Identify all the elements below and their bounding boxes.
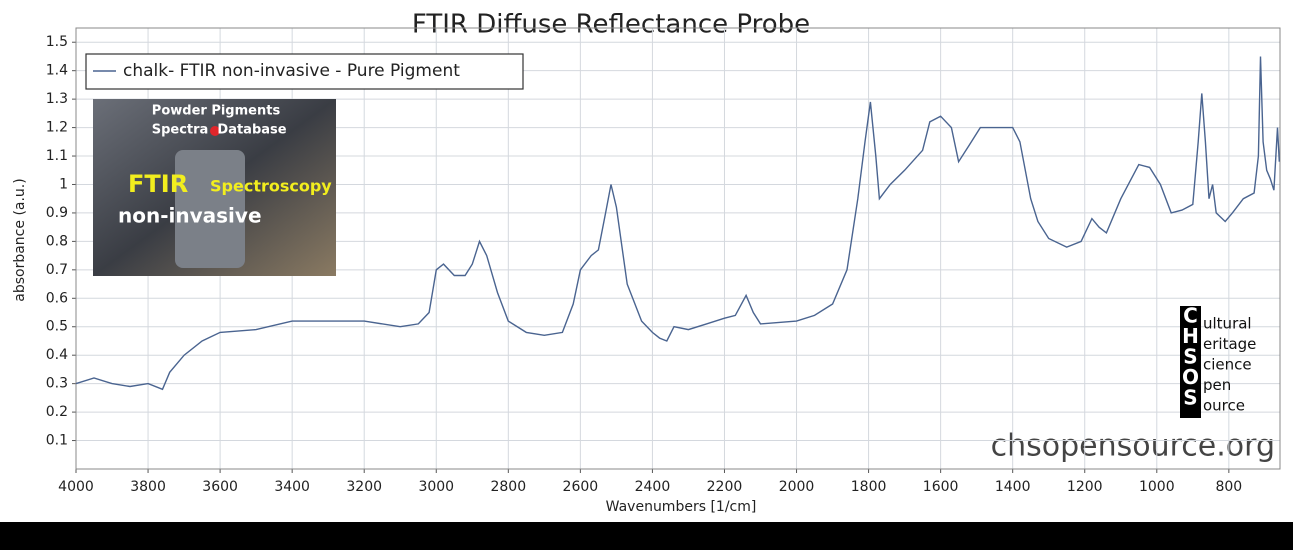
chart-title: FTIR Diffuse Reflectance Probe	[412, 10, 810, 40]
x-tick-label: 1200	[1067, 479, 1103, 495]
inset-text: Spectroscopy	[210, 177, 332, 196]
y-tick-label: 1.3	[46, 91, 68, 107]
y-tick-label: 0.9	[46, 205, 68, 221]
chart: FTIR Diffuse Reflectance Probe Wavenumbe…	[12, 10, 1281, 515]
y-tick-label: 0.8	[46, 233, 68, 249]
x-tick-label: 3800	[130, 479, 166, 495]
x-tick-label: 800	[1215, 479, 1242, 495]
inset-text: Spectra	[152, 123, 209, 138]
y-tick-label: 1.5	[46, 34, 68, 50]
x-tick-label: 2400	[635, 479, 671, 495]
legend-box	[85, 53, 524, 90]
x-tick-label: 2800	[490, 479, 526, 495]
y-tick-label: 0.7	[46, 262, 68, 278]
logo-letter: C	[1183, 304, 1198, 328]
logo-bar	[1180, 306, 1201, 418]
watermark: chsopensource.org	[991, 429, 1275, 464]
logo-word: eritage	[1203, 335, 1256, 353]
logo-word: cience	[1203, 356, 1252, 374]
y-tick-label: 0.2	[46, 404, 68, 420]
inset-text: Powder Pigments	[152, 104, 281, 119]
logo-letter: O	[1182, 365, 1199, 389]
x-tick-label: 3400	[274, 479, 310, 495]
y-axis-label: absorbance (a.u.)	[12, 178, 28, 301]
x-tick-label: 2000	[779, 479, 815, 495]
spectrum-line	[75, 56, 1280, 391]
x-tick-label: 3200	[346, 479, 382, 495]
logo-letter: H	[1182, 324, 1199, 348]
probe-light	[210, 126, 220, 136]
logo-word: ource	[1203, 397, 1245, 415]
device	[175, 150, 245, 268]
inset-text: non-invasive	[118, 204, 262, 228]
y-tick-label: 1	[59, 176, 68, 192]
inset-text: Database	[217, 123, 286, 138]
y-tick-label: 0.6	[46, 290, 68, 306]
logo-letter: S	[1183, 345, 1197, 369]
x-tick-label: 1800	[851, 479, 887, 495]
y-tick-label: 1.4	[46, 63, 68, 79]
y-tick-label: 0.3	[46, 376, 68, 392]
x-tick-label: 1400	[995, 479, 1031, 495]
x-tick-label: 3000	[418, 479, 454, 495]
plot-frame	[75, 27, 1281, 470]
x-axis-label: Wavenumbers [1/cm]	[606, 499, 757, 515]
logo-word: pen	[1203, 376, 1231, 394]
x-tick-label: 2600	[563, 479, 599, 495]
x-tick-label: 4000	[58, 479, 94, 495]
y-tick-label: 1.2	[46, 120, 68, 136]
y-tick-label: 1.1	[46, 148, 68, 164]
x-tick-label: 1000	[1139, 479, 1175, 495]
inset-text: FTIR	[128, 170, 188, 198]
y-tick-label: 0.4	[46, 347, 68, 363]
y-tick-label: 0.5	[46, 319, 68, 335]
x-tick-label: 3600	[202, 479, 238, 495]
legend-label: chalk- FTIR non-invasive - Pure Pigment	[123, 61, 460, 81]
bottom-bar	[0, 522, 1293, 550]
logo-letter: S	[1183, 386, 1197, 410]
x-tick-label: 1600	[923, 479, 959, 495]
x-tick-label: 2200	[707, 479, 743, 495]
y-tick-label: 0.1	[46, 433, 68, 449]
logo-word: ultural	[1203, 315, 1252, 333]
